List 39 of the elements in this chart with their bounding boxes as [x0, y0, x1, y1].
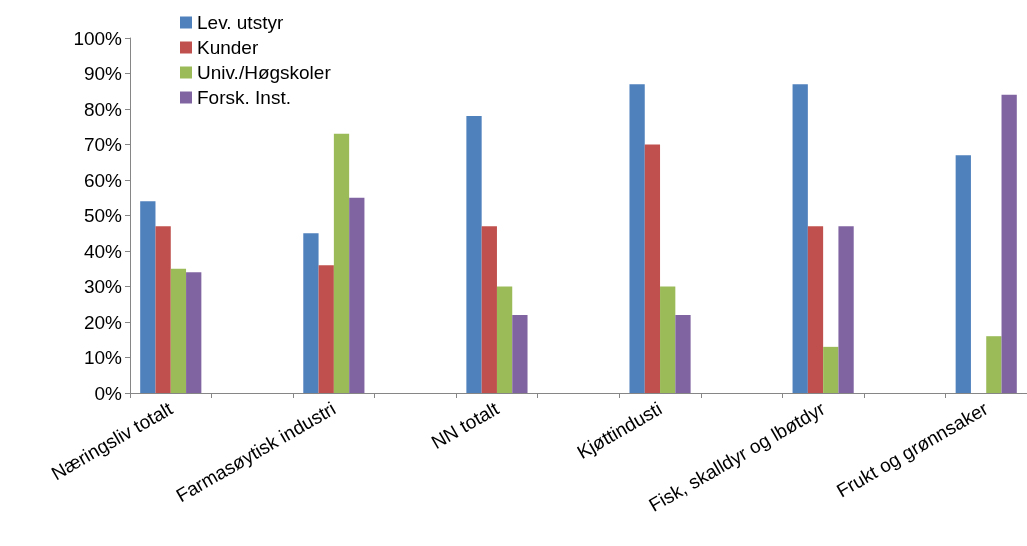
y-tick-label: 40%: [83, 240, 123, 262]
bar: [838, 226, 854, 393]
y-tick-label: 20%: [83, 311, 123, 333]
bar: [496, 286, 513, 393]
bar: [823, 346, 839, 393]
bar: [675, 314, 691, 393]
bar: [170, 268, 187, 393]
bar: [629, 84, 645, 393]
legend-label: Kunder: [197, 37, 259, 58]
bar: [1001, 94, 1017, 393]
bar: [318, 265, 334, 393]
bar: [660, 286, 676, 393]
y-tick-label: 60%: [83, 169, 123, 191]
bar: [186, 272, 202, 393]
bar: [481, 226, 497, 393]
legend-label: Forsk. Inst.: [197, 87, 291, 108]
x-tick-label: NN totalt: [427, 397, 503, 454]
bar: [155, 226, 171, 393]
bar: [140, 201, 156, 393]
bar: [349, 197, 365, 393]
y-tick-label: 100%: [73, 27, 123, 49]
bar: [466, 116, 482, 393]
y-tick-label: 10%: [83, 347, 123, 368]
bar: [644, 144, 661, 393]
bar: [986, 336, 1002, 393]
y-tick-label: 30%: [83, 276, 123, 297]
y-tick-label: 50%: [83, 205, 123, 226]
bar: [807, 226, 824, 393]
y-tick-label: 80%: [83, 98, 123, 120]
legend-label: Univ./Høgskoler: [197, 62, 332, 83]
y-tick-label: 70%: [83, 134, 123, 155]
legend-label: Lev. utstyr: [197, 12, 284, 33]
bar: [303, 233, 319, 393]
y-tick-label: 90%: [83, 63, 123, 84]
bar: [792, 84, 808, 393]
bar: [955, 155, 971, 393]
bar: [333, 133, 350, 393]
y-tick-label: 0%: [94, 382, 123, 404]
bar: [512, 314, 528, 393]
